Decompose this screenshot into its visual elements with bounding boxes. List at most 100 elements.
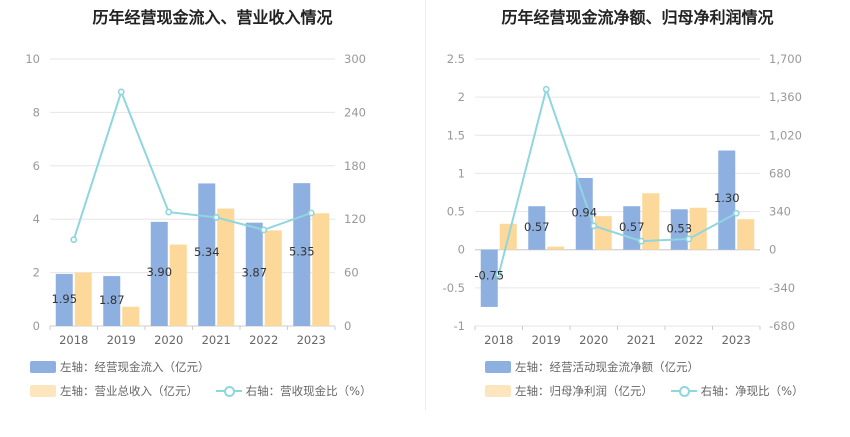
- chart-title: 历年经营现金流净额、归母净利润情况: [501, 8, 774, 27]
- right-axis-tick-label: 1,360: [769, 90, 802, 104]
- chart-title: 历年经营现金流入、营业收入情况: [92, 8, 333, 27]
- legend-swatch-blue: [485, 361, 511, 373]
- bar-net-profit-2019: [547, 246, 565, 250]
- left-axis-tick-label: -1: [454, 319, 465, 333]
- bar-cash-inflow-2022: [245, 222, 263, 326]
- legend-swatch-orange: [30, 385, 56, 397]
- bar-net-cash-flow-2020: [575, 178, 593, 250]
- left-axis-tick-label: -0.5: [443, 281, 465, 295]
- bar-net-cash-flow-2023: [718, 150, 736, 250]
- line-point-2022: [685, 235, 693, 243]
- left-axis-tick-label: 10: [25, 52, 40, 66]
- line-series-ratio: [72, 88, 312, 240]
- line-point-2020: [165, 208, 173, 216]
- x-axis-tick-label: 2021: [627, 333, 656, 347]
- legend-item-line[interactable]: 右轴：净现比（%）: [670, 383, 804, 399]
- line-point-2019: [542, 85, 550, 93]
- data-label: 0.57: [619, 220, 645, 234]
- bar-cash-inflow-2019: [103, 276, 121, 326]
- chart-panel-cash-inflow: 历年经营现金流入、营业收入情况 0 2 4 6 8 10 0 60 120 180 240 300 20…: [25, 8, 372, 399]
- left-axis-tick-label: 1.5: [447, 128, 465, 142]
- legend-swatch-orange: [485, 385, 511, 397]
- left-axis-tick-label: 2: [458, 90, 465, 104]
- bar-net-profit-2022: [689, 207, 707, 250]
- line-point-2023: [732, 209, 740, 217]
- line-point-2021: [637, 237, 645, 245]
- line-point-2018: [70, 236, 78, 244]
- data-label: 3.90: [146, 265, 172, 279]
- bar-revenue-2020: [169, 244, 187, 326]
- right-axis-tick-label: 60: [344, 266, 359, 280]
- legend-swatch-blue: [30, 361, 56, 373]
- legend-item-bar1[interactable]: 左轴：经营活动现金流净额（亿元）: [485, 359, 699, 375]
- bar-revenue-2019: [122, 306, 140, 326]
- left-axis-tick-label: 6: [33, 159, 40, 173]
- left-axis-tick-label: 0.5: [447, 205, 465, 219]
- left-axis-tick-label: 2.5: [447, 52, 465, 66]
- legend-item-bar1[interactable]: 左轴：经营现金流入（亿元）: [30, 359, 210, 375]
- left-axis-tick-label: 1: [458, 166, 465, 180]
- right-axis-tick-label: 120: [344, 212, 366, 226]
- data-label: 0.57: [524, 220, 550, 234]
- right-axis-tick-label: -340: [769, 281, 795, 295]
- right-axis-tick-label: -680: [769, 319, 795, 333]
- data-label: 1.95: [51, 292, 77, 306]
- x-axis-tick-label: 2023: [722, 333, 751, 347]
- legend-item-bar2[interactable]: 左轴：归母净利润（亿元）: [485, 383, 653, 399]
- line-point-2018: [495, 270, 503, 278]
- bar-cash-inflow-2021: [198, 183, 216, 326]
- line-point-2022: [260, 226, 268, 234]
- left-axis-tick-label: 0: [33, 319, 40, 333]
- bar-revenue-2023: [312, 213, 330, 326]
- legend-line-marker-icon: [670, 385, 697, 397]
- left-axis-tick-label: 0: [458, 243, 465, 257]
- chart-panel-net-cash-flow: 历年经营现金流净额、归母净利润情况 -1 -0.5 0 0.5 1 1.5 2 2.5 -680…: [425, 0, 850, 437]
- legend-item-bar2[interactable]: 左轴：营业总收入（亿元）: [30, 383, 198, 399]
- data-label: 0.94: [571, 205, 597, 219]
- data-label: 5.35: [289, 245, 315, 259]
- line-series-ratio: [497, 85, 737, 275]
- bar-net-profit-2021: [642, 193, 660, 250]
- data-label: -0.75: [474, 269, 504, 283]
- x-axis-tick-label: 2019: [532, 333, 561, 347]
- bar-revenue-2018: [74, 272, 92, 326]
- legend-label: 右轴：营收现金比（%）: [245, 383, 372, 398]
- line-point-2021: [212, 214, 220, 221]
- line-point-2019: [117, 88, 125, 96]
- right-axis-tick-label: 0: [344, 319, 351, 333]
- x-axis-tick-label: 2019: [107, 333, 136, 347]
- legend-label: 左轴：经营现金流入（亿元）: [60, 359, 210, 374]
- data-label: 1.87: [99, 293, 125, 307]
- x-axis-tick-label: 2018: [484, 333, 513, 347]
- chart-plot-cash-inflow: 0 2 4 6 8 10 0 60 120 180 240 300 2018 2019 2020 2021 20…: [25, 52, 366, 347]
- bar-net-cash-flow-2018: [480, 249, 498, 307]
- right-axis-tick-label: 0: [769, 243, 776, 257]
- bar-net-profit-2023: [737, 219, 755, 250]
- bar-cash-inflow-2020: [150, 221, 168, 326]
- legend-label: 右轴：净现比（%）: [700, 383, 804, 398]
- left-axis-tick-label: 8: [33, 105, 40, 119]
- right-axis-tick-label: 1,020: [769, 128, 802, 142]
- legend-label: 左轴：经营活动现金流净额（亿元）: [515, 359, 699, 374]
- x-axis-tick-label: 2022: [674, 333, 703, 347]
- bar-revenue-2022: [264, 230, 282, 326]
- x-axis-tick-label: 2020: [154, 333, 183, 347]
- right-axis-tick-label: 680: [769, 166, 791, 180]
- data-label: 5.34: [194, 245, 220, 259]
- data-label: 3.87: [241, 265, 267, 279]
- right-axis-tick-label: 240: [344, 105, 366, 119]
- legend-item-line[interactable]: 右轴：营收现金比（%）: [215, 383, 372, 399]
- right-axis-tick-label: 300: [344, 52, 366, 66]
- bar-net-cash-flow-2019: [528, 206, 546, 250]
- left-axis-tick-label: 4: [33, 212, 40, 226]
- x-axis-tick-label: 2021: [202, 333, 231, 347]
- legend-label: 左轴：营业总收入（亿元）: [60, 383, 198, 398]
- line-point-2023: [307, 209, 315, 217]
- data-label: 1.30: [714, 191, 740, 205]
- chart-plot-net-cash-flow: -1 -0.5 0 0.5 1 1.5 2 2.5 -680 -340 0 340 680 1,020 1,…: [443, 52, 802, 347]
- right-axis-tick-label: 180: [344, 159, 366, 173]
- left-axis-tick-label: 2: [33, 266, 40, 280]
- data-label: 0.53: [666, 222, 692, 236]
- panel-divider: [425, 0, 426, 410]
- line-point-2020: [590, 222, 598, 230]
